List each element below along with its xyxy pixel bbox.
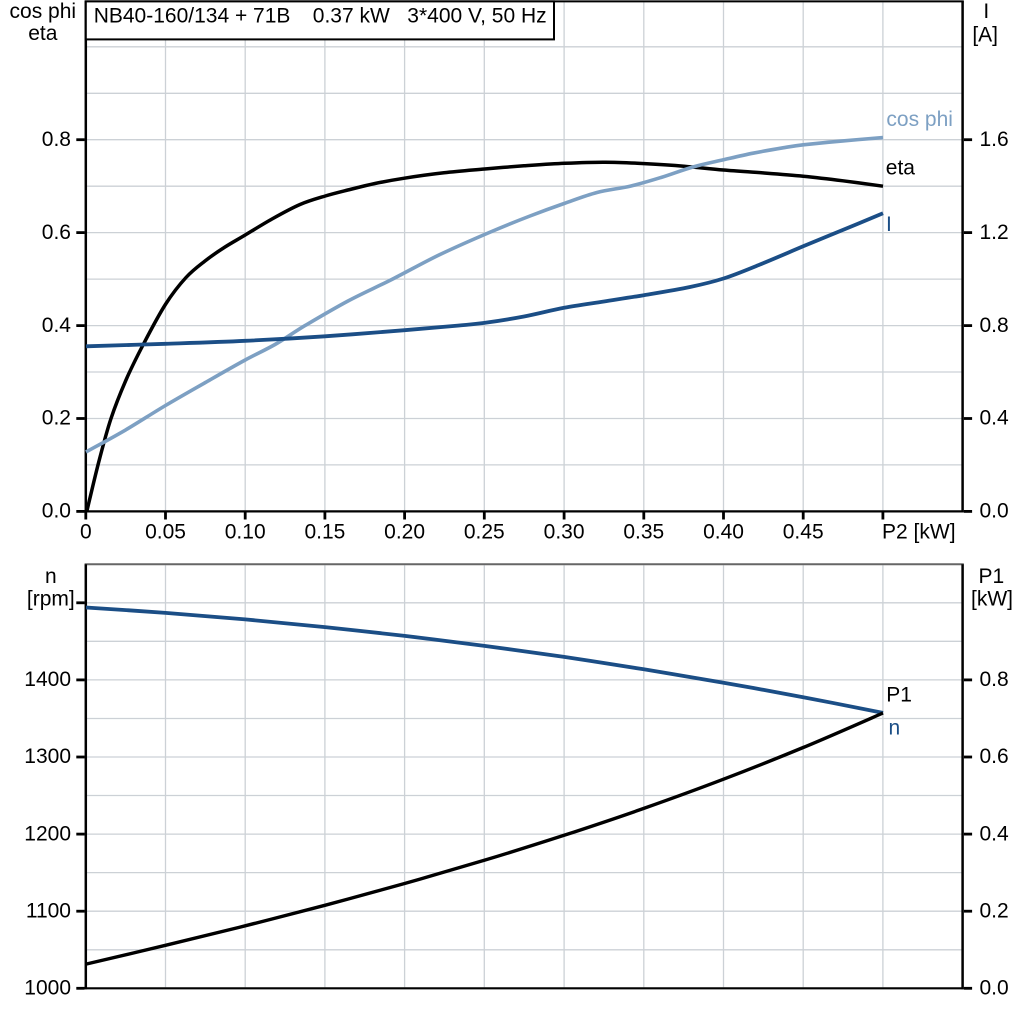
svg-text:0.2: 0.2 xyxy=(42,407,71,430)
svg-text:0.05: 0.05 xyxy=(145,521,186,544)
svg-text:cos phi: cos phi xyxy=(886,108,953,131)
svg-text:eta: eta xyxy=(28,22,58,45)
svg-text:3*400 V, 50 Hz: 3*400 V, 50 Hz xyxy=(407,4,546,27)
svg-text:[kW]: [kW] xyxy=(971,588,1013,611)
svg-text:0.25: 0.25 xyxy=(464,521,505,544)
svg-text:[rpm]: [rpm] xyxy=(27,588,75,611)
svg-text:0.30: 0.30 xyxy=(544,521,585,544)
svg-text:1.2: 1.2 xyxy=(980,221,1009,244)
svg-text:0.4: 0.4 xyxy=(42,314,72,337)
svg-text:eta: eta xyxy=(886,157,916,180)
svg-text:0.0: 0.0 xyxy=(980,977,1009,1000)
svg-text:P1: P1 xyxy=(886,683,912,706)
svg-text:n: n xyxy=(889,716,901,739)
svg-text:0.0: 0.0 xyxy=(980,500,1009,523)
svg-text:1300: 1300 xyxy=(24,745,71,768)
svg-text:1200: 1200 xyxy=(24,822,71,845)
svg-text:1400: 1400 xyxy=(24,668,71,691)
svg-text:0.37 kW: 0.37 kW xyxy=(313,4,390,27)
svg-text:0.45: 0.45 xyxy=(783,521,824,544)
svg-text:0.40: 0.40 xyxy=(703,521,744,544)
svg-text:I: I xyxy=(983,0,989,23)
svg-text:[A]: [A] xyxy=(972,23,998,46)
svg-text:0.10: 0.10 xyxy=(225,521,266,544)
svg-text:0.6: 0.6 xyxy=(42,221,71,244)
svg-text:0.2: 0.2 xyxy=(980,899,1009,922)
svg-text:n: n xyxy=(45,565,57,588)
svg-text:cos phi: cos phi xyxy=(10,0,77,23)
svg-text:0.8: 0.8 xyxy=(980,314,1009,337)
svg-text:1000: 1000 xyxy=(24,977,71,1000)
svg-text:0.6: 0.6 xyxy=(980,745,1009,768)
svg-text:0.15: 0.15 xyxy=(304,521,345,544)
svg-text:0: 0 xyxy=(80,521,92,544)
svg-text:NB40-160/134 + 71B: NB40-160/134 + 71B xyxy=(94,4,291,27)
svg-text:0.35: 0.35 xyxy=(623,521,664,544)
svg-text:0.0: 0.0 xyxy=(42,500,71,523)
svg-text:I: I xyxy=(886,213,892,236)
svg-text:0.4: 0.4 xyxy=(980,407,1010,430)
svg-text:0.4: 0.4 xyxy=(980,822,1010,845)
svg-text:0.8: 0.8 xyxy=(42,128,71,151)
svg-text:1100: 1100 xyxy=(26,899,71,922)
svg-text:1.6: 1.6 xyxy=(980,128,1009,151)
svg-text:P1: P1 xyxy=(978,565,1004,588)
svg-text:P2 [kW]: P2 [kW] xyxy=(882,521,956,544)
svg-text:0.8: 0.8 xyxy=(980,668,1009,691)
svg-text:0.20: 0.20 xyxy=(384,521,425,544)
